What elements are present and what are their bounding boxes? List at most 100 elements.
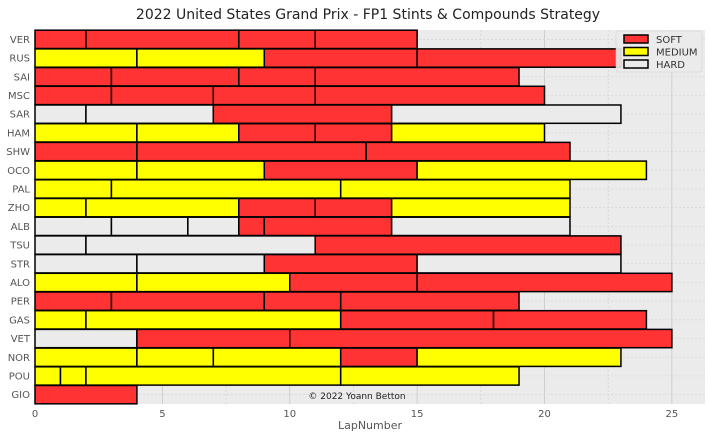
stint-bar-zho	[314, 197, 393, 218]
x-tick-label: 25	[666, 409, 679, 420]
stint-bar-gas	[34, 309, 87, 330]
y-tick-label: SHW	[6, 147, 30, 158]
stint-bar-pal	[339, 179, 571, 199]
y-tick-label: NOR	[8, 353, 30, 364]
y-tick-label: POU	[9, 371, 30, 382]
stint-bar-alo	[136, 272, 291, 293]
stint-bar-per	[339, 291, 520, 312]
stint-bar-oco	[136, 160, 266, 181]
stint-bar-rus	[136, 48, 266, 68]
stint-bar-ham	[314, 122, 393, 143]
y-tick-label: GIO	[11, 390, 30, 401]
y-tick-label: ALO	[10, 278, 30, 289]
stint-bar-msc	[34, 85, 113, 106]
x-tick-label: 10	[283, 409, 296, 420]
stint-bar-tsu	[314, 235, 622, 255]
legend-swatch-hard	[623, 59, 649, 69]
stint-bar-ver	[34, 29, 87, 50]
stint-bar-vet	[136, 328, 291, 349]
stint-bar-vet	[34, 328, 138, 349]
y-tick-label: TSU	[9, 241, 30, 252]
y-tick-label: STR	[11, 259, 30, 270]
stint-bar-sar	[390, 104, 622, 125]
stint-bar-str	[416, 253, 622, 274]
legend-swatch-soft	[623, 34, 649, 44]
stint-bar-gio	[34, 384, 138, 405]
y-tick-label: SAR	[10, 110, 30, 121]
stint-bar-shw	[34, 141, 138, 162]
stint-bar-sar	[212, 104, 393, 125]
stint-bar-gas	[492, 309, 648, 330]
y-tick-label: OCO	[7, 166, 30, 177]
y-tick-label: VET	[11, 334, 31, 345]
stint-bar-pou	[59, 366, 87, 386]
y-tick-label: PAL	[12, 184, 30, 195]
legend-label-soft: SOFT	[656, 35, 683, 46]
stint-bar-per	[110, 291, 266, 312]
stint-bar-gas	[339, 309, 495, 330]
stint-bar-nor	[339, 347, 418, 368]
y-tick-label: ZHO	[8, 203, 30, 214]
stint-bar-nor	[416, 347, 622, 368]
stint-bar-per	[263, 291, 342, 312]
stint-bar-pou	[34, 366, 62, 386]
stint-bar-alb	[110, 216, 189, 237]
stint-bar-rus	[34, 48, 138, 68]
stint-bar-sai	[34, 66, 113, 87]
x-axis-label: LapNumber	[338, 419, 403, 432]
stint-bar-msc	[212, 85, 316, 106]
chart-title: 2022 United States Grand Prix - FP1 Stin…	[136, 7, 600, 23]
y-tick-label: SAI	[14, 72, 30, 83]
x-axis: 0 5 10 15 20 25	[32, 409, 678, 420]
legend-label-medium: MEDIUM	[656, 48, 698, 59]
stint-bar-ham	[238, 122, 316, 143]
y-tick-label: VER	[10, 35, 30, 46]
stint-bar-zho	[34, 197, 87, 218]
stint-bar-alb	[390, 216, 571, 237]
stint-bar-zho	[390, 197, 571, 218]
stint-bar-rus	[416, 48, 622, 68]
stint-bar-oco	[34, 160, 138, 181]
y-tick-label: PER	[11, 297, 30, 308]
stint-bar-nor	[34, 347, 138, 368]
stint-bar-sar	[34, 104, 87, 125]
stint-bar-msc	[110, 85, 215, 106]
y-tick-label: GAS	[9, 315, 30, 326]
y-tick-label: ALB	[11, 222, 30, 233]
x-tick-label: 5	[159, 409, 165, 420]
stint-bar-tsu	[85, 235, 316, 255]
stint-bar-ver	[85, 29, 240, 50]
credit-text: © 2022 Yoann Betton	[308, 392, 405, 402]
stint-bar-alb	[187, 216, 240, 237]
stint-bar-nor	[212, 347, 342, 368]
stint-bar-ham	[390, 122, 546, 143]
stint-bar-pal	[34, 179, 113, 199]
stint-bar-shw	[136, 141, 367, 162]
stint-bar-alb	[238, 216, 266, 237]
stint-bar-ham	[136, 122, 240, 143]
stint-bar-alo	[416, 272, 673, 293]
stint-bar-ver	[314, 29, 418, 50]
stint-bar-alo	[289, 272, 418, 293]
y-axis: VER RUS SAI MSC SAR HAM SHW OCO PAL ZHO ALB TSU STR A…	[6, 35, 31, 401]
y-tick-label: RUS	[9, 54, 30, 65]
x-tick-label: 0	[32, 409, 38, 420]
stint-bar-sar	[85, 104, 215, 125]
stint-bar-sai	[314, 66, 520, 87]
stint-bar-str	[34, 253, 138, 274]
stint-bar-per	[34, 291, 113, 312]
stint-bar-pou	[339, 366, 520, 386]
stint-bar-msc	[314, 85, 546, 106]
x-tick-label: 20	[538, 409, 551, 420]
stint-bar-ver	[238, 29, 316, 50]
stint-bar-str	[263, 253, 418, 274]
legend-swatch-medium	[623, 46, 649, 57]
stint-bar-zho	[238, 197, 316, 218]
stint-bar-str	[136, 253, 266, 274]
stint-bar-vet	[289, 328, 673, 349]
stint-bar-sai	[238, 66, 316, 87]
stint-bar-alb	[34, 216, 113, 237]
x-tick-label: 15	[411, 409, 424, 420]
